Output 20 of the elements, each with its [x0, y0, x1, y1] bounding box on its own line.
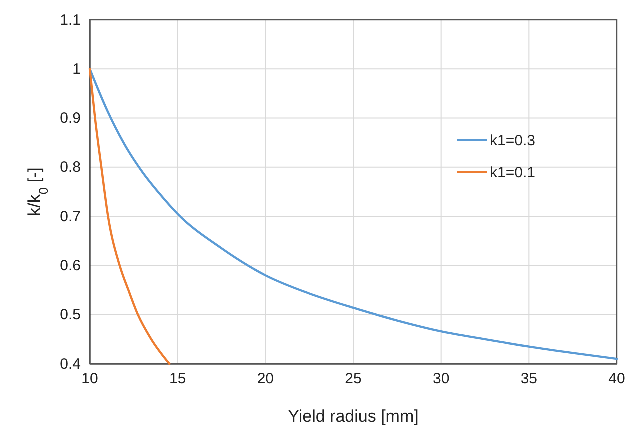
x-tick-label: 15 [169, 370, 186, 388]
x-tick-label: 10 [82, 370, 98, 388]
x-tick-label: 20 [257, 370, 274, 388]
x-tick-label: 30 [432, 370, 450, 388]
y-tick-label: 0.5 [60, 306, 81, 324]
y-tick-label: 0.4 [60, 356, 81, 373]
y-tick-label: 0.8 [60, 159, 81, 176]
x-tick-label: 35 [520, 370, 538, 388]
legend-label: k1=0.1 [490, 164, 536, 182]
y-tick-label: 1 [72, 60, 81, 78]
legend-label: k1=0.3 [490, 132, 536, 150]
y-tick-label: 1.1 [60, 12, 81, 29]
y-tick-label: 0.6 [60, 258, 81, 275]
x-axis-title: Yield radius [mm] [288, 407, 419, 426]
y-tick-label: 0.7 [60, 208, 81, 226]
y-tick-label: 0.9 [60, 110, 81, 128]
line-series [88, 68, 171, 366]
x-tick-label: 25 [345, 370, 362, 388]
x-tick-label: 40 [608, 370, 626, 388]
line-series [88, 68, 618, 360]
